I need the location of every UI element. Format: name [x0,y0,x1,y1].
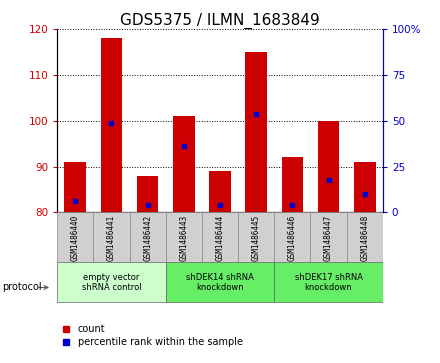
Bar [274,262,383,302]
Bar [318,121,339,212]
Text: GSM1486446: GSM1486446 [288,215,297,261]
Text: GSM1486444: GSM1486444 [216,215,224,261]
Bar [101,38,122,212]
Bar [209,171,231,212]
Bar [202,212,238,263]
Bar [64,162,86,212]
Text: empty vector
shRNA control: empty vector shRNA control [82,273,141,292]
Bar [129,212,166,263]
Text: protocol: protocol [2,282,42,293]
Text: GSM1486445: GSM1486445 [252,215,260,261]
Text: GSM1486447: GSM1486447 [324,215,333,261]
Bar [354,162,376,212]
Bar [93,212,129,263]
Text: GDS5375 / ILMN_1683849: GDS5375 / ILMN_1683849 [120,13,320,29]
Bar [238,212,274,263]
Bar [274,212,311,263]
Bar [166,262,274,302]
Bar [137,176,158,212]
Bar [173,116,194,212]
Text: GSM1486441: GSM1486441 [107,215,116,261]
Text: shDEK17 shRNA
knockdown: shDEK17 shRNA knockdown [294,273,363,292]
Text: GSM1486442: GSM1486442 [143,215,152,261]
Text: shDEK14 shRNA
knockdown: shDEK14 shRNA knockdown [186,273,254,292]
Text: GSM1486448: GSM1486448 [360,215,369,261]
Bar [57,212,93,263]
Bar [282,157,303,212]
Bar [347,212,383,263]
Bar [57,262,166,302]
Bar [166,212,202,263]
Bar [311,212,347,263]
Text: GSM1486443: GSM1486443 [180,215,188,261]
Legend: count, percentile rank within the sample: count, percentile rank within the sample [62,324,242,347]
Text: GSM1486440: GSM1486440 [71,215,80,261]
Bar [246,52,267,212]
